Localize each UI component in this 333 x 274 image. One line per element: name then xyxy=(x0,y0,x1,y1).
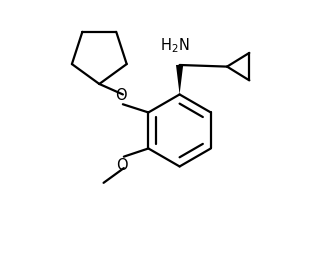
Text: H$_2$N: H$_2$N xyxy=(160,36,189,55)
Polygon shape xyxy=(176,65,183,95)
Text: O: O xyxy=(117,158,128,173)
Text: O: O xyxy=(116,88,127,103)
